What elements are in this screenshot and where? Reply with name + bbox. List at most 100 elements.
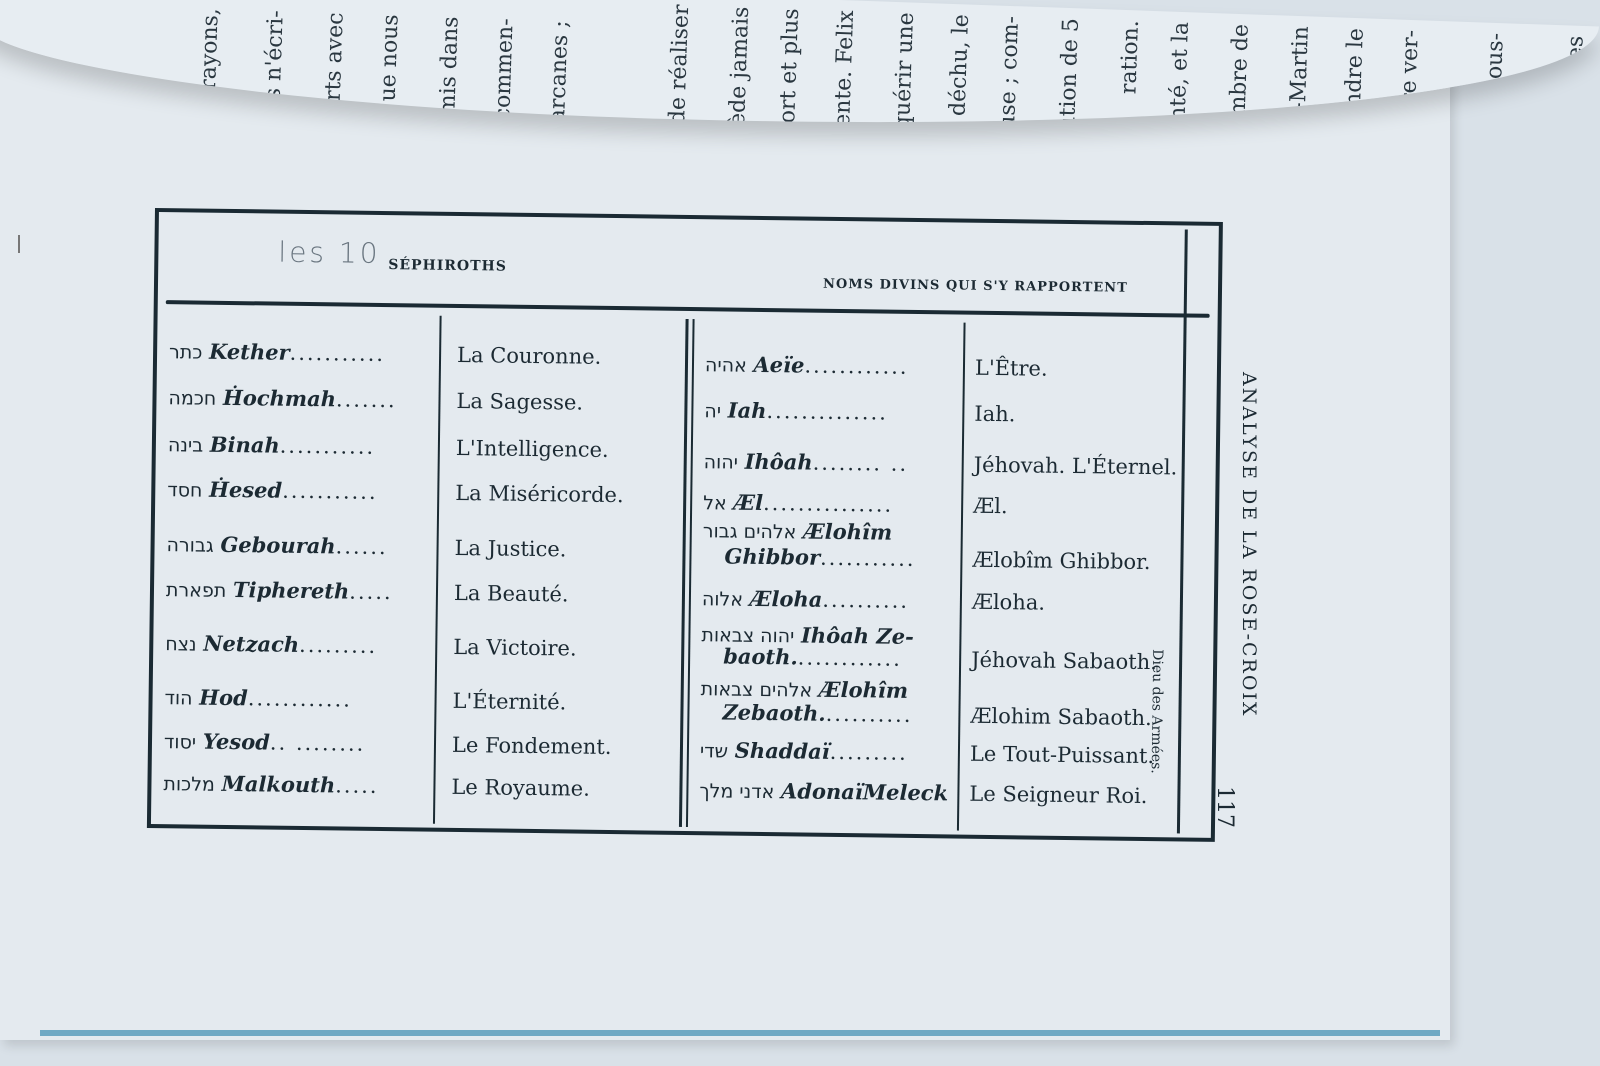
sephirah-name: חכמה Ḣochmah....... — [168, 384, 397, 413]
hebrew-divine-name: אלוה — [701, 588, 744, 611]
sephirah-name: תפארת Tiphereth..... — [166, 577, 393, 605]
sephirah-meaning: La Couronne. — [456, 342, 602, 369]
divine-name: אל Æl............... — [703, 489, 894, 517]
header-rule — [165, 300, 1210, 318]
leader-dots: ..... — [349, 579, 393, 605]
facing-page-text: ède jamais — [725, 6, 755, 127]
divine-transliteration: Ihôah — [744, 448, 813, 475]
sephirah-meaning: La Justice. — [454, 535, 567, 562]
facing-page-text: tes — [1562, 35, 1589, 70]
hebrew-name: כתר — [168, 341, 203, 364]
hebrew-divine-name: אלהים גבור — [702, 520, 797, 544]
facing-page-text: de réaliser — [665, 4, 695, 125]
facing-page-text: rayons, — [195, 7, 224, 91]
facing-page-text: Saint-Martin — [1283, 25, 1314, 152]
facing-page-text: ase de sous- — [1478, 32, 1509, 152]
divine-name-meaning: Ælobîm Ghibbor. — [972, 547, 1151, 575]
sephirah-name: כתר Kether........... — [168, 338, 385, 366]
transliteration: Netzach — [203, 630, 300, 657]
leader-dots: ....... — [335, 387, 397, 413]
header-sephiroths: SÉPHIROTHS — [388, 257, 508, 275]
leader-dots: .............. — [766, 399, 889, 425]
facing-page-text: s n'écri- — [260, 9, 289, 100]
divine-name-continued: Zebaoth........... — [722, 699, 912, 726]
leader-dots: ............... — [762, 490, 894, 517]
sephirah-name: גבורה Gebourah...... — [166, 532, 388, 560]
sephirah-meaning: Le Royaume. — [451, 774, 591, 801]
sephirah-meaning: L'Intelligence. — [455, 435, 609, 462]
facing-page-text: euse ; com- — [994, 15, 1025, 144]
divine-name: אלהים גבור Ælohîm — [702, 518, 893, 545]
leader-dots: ...... — [335, 534, 388, 560]
leader-dots: ......... — [298, 632, 378, 658]
handwritten-note: les 10 — [278, 235, 381, 270]
facing-page-text: itution de 5 — [1054, 17, 1084, 147]
sephirah-meaning: La Beauté. — [453, 580, 569, 607]
sephirah-meaning: La Victoire. — [453, 634, 577, 661]
divine-transliteration: Shaddaï — [734, 737, 830, 764]
divine-name-meaning: L'Être. — [974, 355, 1048, 381]
hebrew-divine-name: אדני מלך — [699, 780, 775, 804]
facing-page-text: ternaire ver- — [1393, 29, 1424, 152]
book-page — [0, 40, 1450, 1040]
sephirah-name: חסד Ḣesed........... — [167, 476, 378, 504]
facing-page-text: arcanes ; — [545, 19, 574, 123]
divine-name: יהוה Ihôah........ .. — [704, 448, 909, 476]
facing-page-text: quérir une — [889, 11, 920, 131]
sephirah-name: מלכות Malkouth..... — [163, 771, 378, 798]
facing-page-text: engendre le — [1339, 27, 1369, 152]
divine-name-meaning: Jéhovah. L'Éternel. — [973, 452, 1178, 480]
hebrew-name: גבורה — [166, 534, 214, 557]
running-head: ANALYSE DE LA ROSE-CROIX — [1238, 372, 1260, 718]
transliteration: Binah — [209, 431, 280, 458]
transliteration: Kether — [208, 338, 290, 365]
hebrew-name: יסוד — [163, 731, 197, 754]
divine-transliteration-cont: Zebaoth. — [722, 699, 826, 726]
facing-page-text: ente. Felix — [830, 9, 860, 128]
transliteration: Ḣochmah — [222, 384, 337, 412]
leader-dots: .. ........ — [269, 730, 366, 756]
hebrew-divine-name: אלהים צבאות — [700, 678, 813, 702]
facing-page-text: orts avec — [320, 12, 349, 115]
facing-page-text: commen- — [490, 17, 519, 121]
divine-transliteration: Ælohîm — [802, 518, 893, 545]
column-divider — [956, 322, 966, 831]
leader-dots: ........... — [279, 433, 376, 459]
divine-name-meaning: Le Tout-Puissant. — [969, 741, 1155, 769]
divine-name-continued: baoth............. — [723, 643, 903, 671]
sephirah-name: יסוד Yesod.. ........ — [163, 728, 366, 756]
book-edge — [40, 1030, 1440, 1036]
transliteration: Yesod — [202, 728, 271, 755]
page-number: 117 — [1212, 786, 1237, 828]
hebrew-name: חסד — [167, 479, 203, 502]
hebrew-name: בינה — [167, 434, 204, 457]
leader-dots: ........... — [282, 478, 378, 504]
leader-dots: ........ .. — [812, 450, 909, 476]
hebrew-name: חכמה — [168, 387, 217, 410]
hebrew-name: נצח — [165, 633, 197, 656]
leader-dots: ............ — [804, 353, 909, 379]
hebrew-name: מלכות — [163, 773, 216, 796]
hebrew-divine-name: שדי — [699, 740, 729, 763]
sephirah-name: נצח Netzach......... — [165, 630, 378, 658]
header-divine-names: NOMS DIVINS QUI S'Y RAPPORTENT — [822, 276, 1128, 296]
divine-transliteration: Aeïe — [753, 351, 805, 378]
divine-transliteration-cont: baoth. — [723, 643, 798, 670]
divine-name-continued: Ghibbor........... — [724, 543, 915, 570]
facing-page-text: olonté, et la — [1164, 21, 1194, 152]
divine-name: אהיה Aeïe............ — [704, 351, 909, 379]
divine-transliteration: Æl — [733, 489, 764, 515]
leader-dots: ......... — [829, 739, 908, 765]
sephirah-meaning: La Miséricorde. — [455, 480, 624, 508]
divine-transliteration: Ælohîm — [818, 676, 909, 703]
hebrew-divine-name: אהיה — [704, 354, 747, 377]
facing-page-text: déchu, le — [945, 13, 975, 117]
leader-dots: ............ — [797, 645, 903, 671]
divine-name-meaning: Jéhovah Sabaoth. — [971, 647, 1158, 675]
transliteration: Ḣesed — [208, 476, 283, 503]
divine-name: שדי Shaddaï......... — [699, 737, 908, 765]
bracket-note: Dieu des Armées. — [1147, 649, 1166, 774]
sephirah-name: בינה Binah........... — [167, 431, 376, 459]
divine-name-meaning: Ælohim Sabaoth. — [970, 703, 1152, 731]
transliteration: Hod — [199, 684, 248, 711]
